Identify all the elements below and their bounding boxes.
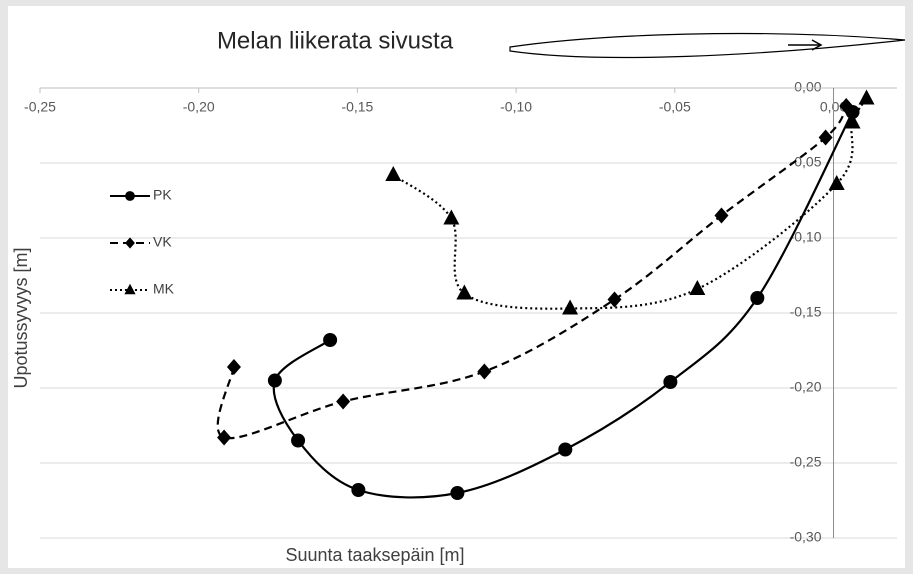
point-marker	[858, 89, 875, 105]
x-tick-label: -0,10	[500, 99, 532, 115]
x-tick-label: -0,20	[183, 99, 215, 115]
point-marker	[562, 299, 579, 315]
x-tick-label: -0,05	[659, 99, 691, 115]
y-axis-title: Upotussyvyys [m]	[11, 247, 31, 388]
point-marker	[844, 113, 861, 129]
x-axis-title: Suunta taaksepäin [m]	[285, 545, 464, 565]
paddle-icon	[509, 32, 906, 59]
legend-label: VK	[153, 234, 172, 250]
point-marker	[443, 209, 460, 225]
point-marker	[828, 175, 845, 190]
legend-entry: MK	[110, 281, 175, 297]
point-marker	[267, 373, 282, 388]
point-marker	[477, 363, 492, 380]
x-tick-label: -0,25	[24, 99, 56, 115]
point-marker	[558, 442, 573, 457]
point-marker	[818, 129, 833, 146]
point-marker	[689, 280, 706, 295]
legend-label: MK	[153, 281, 175, 297]
series-group	[267, 105, 860, 500]
paddle-arrowhead	[811, 39, 823, 51]
legend-marker	[124, 283, 136, 295]
y-tick-label: -0,30	[790, 529, 822, 545]
point-marker	[291, 433, 306, 448]
y-tick-label: 0,00	[794, 79, 821, 95]
y-tick-label: -0,05	[790, 154, 822, 170]
series-group	[216, 98, 854, 446]
point-marker	[750, 291, 765, 305]
point-marker	[714, 207, 729, 224]
chart-background	[8, 6, 905, 568]
point-marker	[607, 291, 622, 308]
y-tick-label: -0,20	[790, 379, 822, 395]
point-marker	[450, 486, 465, 500]
paddle-shape	[509, 32, 906, 59]
series-line	[392, 97, 868, 310]
series-line	[216, 105, 848, 440]
point-marker	[226, 359, 241, 375]
y-tick-label: -0,10	[790, 229, 822, 245]
point-marker	[323, 333, 338, 347]
y-tick-label: -0,25	[790, 454, 822, 470]
x-tick-label: -0,15	[341, 99, 373, 115]
chart-title: Melan liikerata sivusta	[217, 27, 454, 54]
series-group	[385, 89, 875, 315]
point-marker	[385, 166, 402, 181]
point-marker	[456, 284, 473, 300]
point-marker	[217, 429, 232, 446]
point-marker	[336, 393, 351, 410]
legend-entry: VK	[110, 234, 172, 250]
y-tick-label: -0,15	[790, 304, 822, 320]
point-marker	[351, 483, 366, 497]
point-marker	[663, 375, 678, 389]
point-marker	[839, 98, 854, 114]
legend-marker	[125, 191, 135, 201]
legend-entry: PK	[110, 187, 172, 203]
legend-label: PK	[153, 187, 172, 203]
